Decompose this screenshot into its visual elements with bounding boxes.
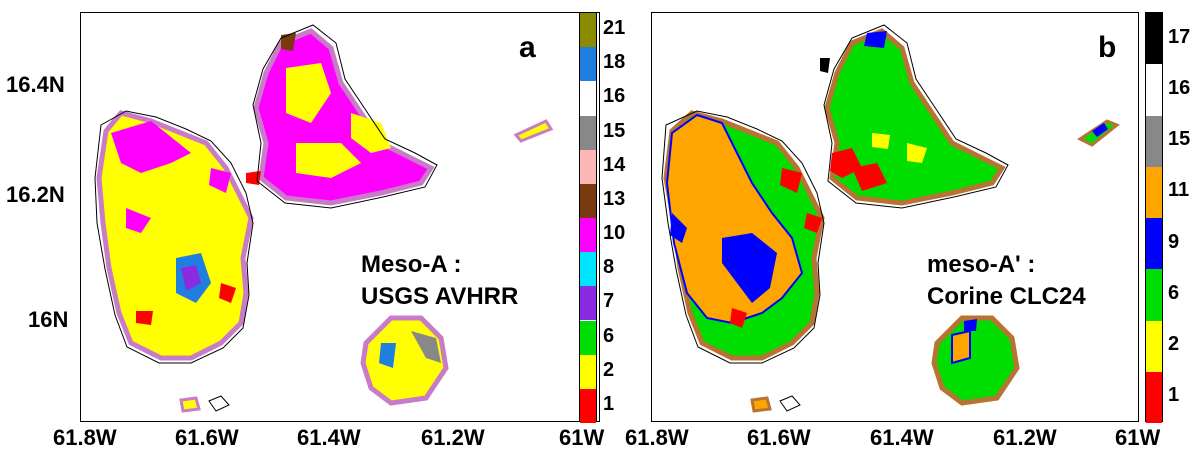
caption-b-line2: Corine CLC24 [927,283,1086,310]
x-tick-61-4w-b: 61.4W [870,425,934,450]
colorbar-label-10: 10 [603,222,626,245]
colorbar-segment-15 [1146,115,1162,167]
colorbar-segment-1 [1146,371,1162,423]
colorbar-label-21: 21 [603,17,626,40]
colorbar-b [1145,12,1163,423]
colorbar-label-17: 17 [1168,25,1191,48]
land-cover-map-b [661,24,1120,413]
x-tick-61-2w-a: 61.2W [421,425,485,450]
caption-b: meso-A' : Corine CLC24 [927,249,1086,313]
basse-terre-island-b [663,110,825,361]
panel-letter-b: b [1098,31,1117,64]
colorbar-segment-2 [1146,320,1162,372]
marie-galante-island-b [931,315,1020,406]
colorbar-label-6: 6 [1168,281,1180,304]
x-tick-61w-b: 61W [1115,425,1161,450]
colorbar-label-1: 1 [1168,384,1180,407]
x-tick-61-6w-a: 61.6W [175,425,239,450]
colorbar-label-6: 6 [603,324,615,347]
caption-a-line1: Meso-A : [361,251,462,278]
colorbar-segment-6 [1146,269,1162,321]
x-tick-61-8w-b: 61.8W [625,425,689,450]
panel-letter-a: a [519,31,536,64]
caption-a: Meso-A : USGS AVHRR [361,249,518,313]
y-tick-16-2n: 16.2N [6,182,65,207]
marie-galante-island-a [360,315,449,406]
colorbar-segment-21 [580,13,596,48]
colorbar-label-11: 11 [1168,179,1190,202]
colorbar-segment-13 [580,183,596,218]
y-tick-16-4n: 16.4N [6,72,65,97]
colorbar-segment-16 [580,81,596,116]
x-tick-61-6w-b: 61.6W [747,425,811,450]
colorbar-segment-6 [580,320,596,355]
caption-a-line2: USGS AVHRR [361,283,519,310]
colorbar-segment-16 [1146,64,1162,116]
map-panel-a: a Meso-A : USGS AVHRR [80,12,600,422]
colorbar-segment-9 [1146,218,1162,270]
colorbar-segment-11 [1146,166,1162,218]
colorbar-segment-1 [580,388,596,423]
caption-b-line1: meso-A' : [927,251,1036,278]
land-cover-map-a [94,24,554,413]
les-saintes-islands-b [750,395,801,413]
colorbar-label-18: 18 [603,51,626,74]
la-desirade-island-a [513,119,554,143]
colorbar-label-13: 13 [603,187,626,210]
x-tick-61w-a: 61W [559,425,605,450]
colorbar-label-8: 8 [603,256,615,279]
les-saintes-islands-a [179,395,230,413]
colorbar-segment-10 [580,218,596,253]
map-panel-b: b meso-A' : Corine CLC24 [651,12,1139,422]
colorbar-label-9: 9 [1168,230,1180,253]
colorbar-label-2: 2 [1168,333,1180,356]
colorbar-segment-2 [580,354,596,389]
colorbar-label-16: 16 [603,85,626,108]
colorbar-label-1: 1 [603,392,615,415]
basse-terre-island-a [96,110,254,361]
x-tick-61-2w-b: 61.2W [993,425,1057,450]
colorbar-label-15: 15 [1168,128,1191,151]
grande-terre-island-a [246,28,435,206]
x-tick-61-4w-a: 61.4W [297,425,361,450]
grande-terre-island-b [820,28,1006,206]
colorbar-segment-7 [580,286,596,321]
la-desirade-island-b [1077,119,1120,147]
colorbar-segment-15 [580,115,596,150]
coastline-a [94,24,438,364]
colorbar-label-15: 15 [603,119,626,142]
colorbar-segment-14 [580,149,596,184]
x-tick-61-8w-a: 61.8W [53,425,117,450]
colorbar-segment-17 [1146,13,1162,65]
colorbar-label-14: 14 [603,153,626,176]
colorbar-label-2: 2 [603,358,615,381]
colorbar-segment-8 [580,252,596,287]
colorbar-label-16: 16 [1168,76,1191,99]
colorbar-label-7: 7 [603,290,615,313]
colorbar-a [579,12,597,423]
coastline-b [661,24,1009,364]
y-tick-16n: 16N [28,307,69,332]
colorbar-segment-18 [580,47,596,82]
